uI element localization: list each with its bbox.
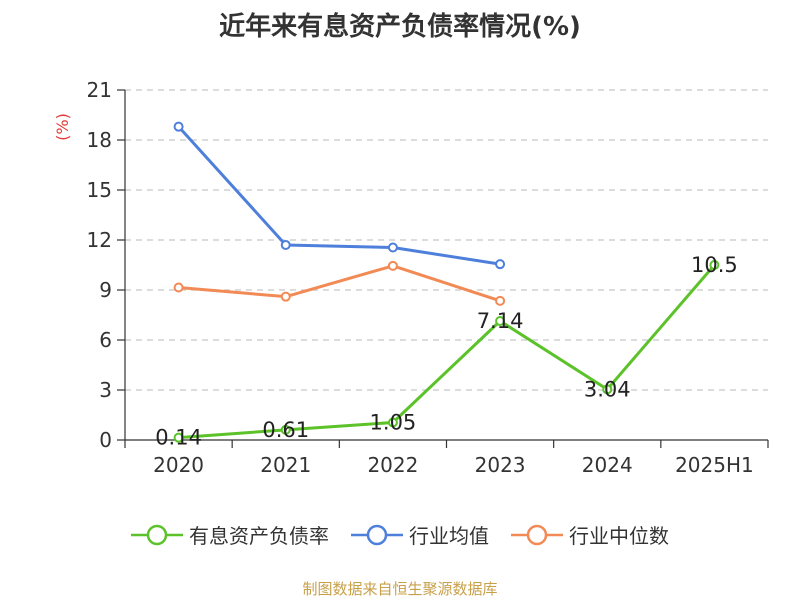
axes: 0 3 6 9 12 15 18 21 2020 2021 2022 2023 2024 2025H1 <box>87 78 769 477</box>
data-point <box>173 121 184 132</box>
data-point <box>280 424 291 435</box>
y-tick-label: 15 <box>87 178 112 202</box>
y-tick-label: 0 <box>99 428 112 452</box>
legend-item[interactable]: 有息资产负债率 <box>131 520 329 549</box>
legend-swatch <box>351 524 403 545</box>
data-point <box>280 291 291 302</box>
x-tick-label: 2025H1 <box>675 453 754 477</box>
data-point <box>280 240 291 250</box>
legend-label: 行业均值 <box>409 524 489 548</box>
legend-marker <box>526 524 548 545</box>
y-tick-label: 21 <box>87 78 112 102</box>
x-tick-label: 2020 <box>153 453 204 477</box>
x-tick-label: 2021 <box>260 453 311 477</box>
legend-item[interactable]: 行业均值 <box>351 520 489 549</box>
data-point <box>495 316 506 326</box>
data-point <box>495 295 506 306</box>
data-label: 1.05 <box>370 411 417 435</box>
series-layer <box>173 121 720 443</box>
y-tick-label: 18 <box>87 128 112 152</box>
data-point <box>173 282 184 293</box>
legend-marker <box>146 524 168 545</box>
chart-title: 近年来有息资产负债率情况(%) <box>219 12 581 42</box>
y-tick-label: 9 <box>99 278 112 302</box>
data-point <box>387 260 398 271</box>
y-tick-label: 3 <box>99 378 112 402</box>
legend-swatch <box>131 524 183 545</box>
data-label: 7.14 <box>477 309 524 333</box>
y-axis-label: (%) <box>53 113 72 141</box>
x-tick-label: 2022 <box>367 453 418 477</box>
legend-item[interactable]: 行业中位数 <box>511 520 669 549</box>
legend-swatch <box>511 524 563 545</box>
source-note: 制图数据来自恒生聚源数据库 <box>302 580 498 598</box>
series-line <box>178 264 716 440</box>
legend-label: 行业中位数 <box>569 524 669 548</box>
data-label: 10.5 <box>691 253 738 277</box>
y-tick-label: 6 <box>99 328 112 352</box>
data-label: 3.04 <box>584 377 631 401</box>
x-tick-label: 2024 <box>582 453 633 477</box>
data-labels: 0.14 0.61 1.05 7.14 3.04 10.5 <box>155 253 738 450</box>
data-label: 0.14 <box>155 426 202 450</box>
legend: 有息资产负债率 行业均值 行业中位数 <box>0 520 800 549</box>
data-label: 0.61 <box>262 418 309 442</box>
data-point <box>173 432 184 443</box>
legend-marker <box>366 524 388 545</box>
data-point <box>387 417 398 428</box>
x-tick-label: 2023 <box>475 453 526 477</box>
gridlines <box>125 89 768 391</box>
legend-label: 有息资产负债率 <box>189 524 329 548</box>
y-tick-label: 12 <box>87 228 112 252</box>
data-point <box>709 260 720 270</box>
data-point <box>387 242 398 253</box>
series-line <box>177 125 501 266</box>
line-chart: 0 3 6 9 12 15 18 21 2020 2021 2022 2023 2024 2025H1 (… <box>53 78 769 477</box>
data-point <box>495 259 506 270</box>
data-point <box>602 384 613 395</box>
series-line <box>178 264 501 303</box>
